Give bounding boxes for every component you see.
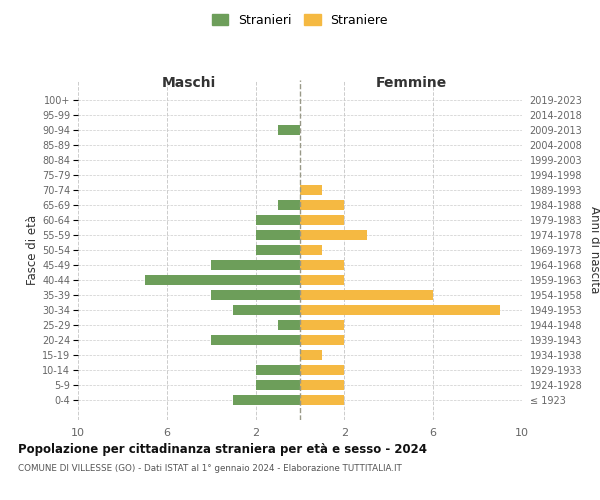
Bar xyxy=(300,350,322,360)
Bar xyxy=(256,365,300,374)
Text: Maschi: Maschi xyxy=(162,76,216,90)
Bar xyxy=(256,245,300,255)
Bar xyxy=(300,275,344,285)
Bar xyxy=(300,335,344,344)
Bar xyxy=(278,320,300,330)
Text: Femmine: Femmine xyxy=(376,76,446,90)
Bar xyxy=(233,305,300,314)
Legend: Stranieri, Straniere: Stranieri, Straniere xyxy=(207,8,393,32)
Bar xyxy=(300,186,322,195)
Bar xyxy=(278,200,300,210)
Bar xyxy=(300,215,344,225)
Bar xyxy=(300,245,322,255)
Bar xyxy=(233,395,300,404)
Bar xyxy=(300,260,344,270)
Bar xyxy=(211,290,300,300)
Bar xyxy=(300,320,344,330)
Bar xyxy=(300,305,500,314)
Y-axis label: Fasce di età: Fasce di età xyxy=(26,215,39,285)
Text: COMUNE DI VILLESSE (GO) - Dati ISTAT al 1° gennaio 2024 - Elaborazione TUTTITALI: COMUNE DI VILLESSE (GO) - Dati ISTAT al … xyxy=(18,464,402,473)
Y-axis label: Anni di nascita: Anni di nascita xyxy=(588,206,600,294)
Bar xyxy=(256,230,300,240)
Bar xyxy=(211,260,300,270)
Bar xyxy=(300,365,344,374)
Bar xyxy=(300,380,344,390)
Bar xyxy=(300,290,433,300)
Bar xyxy=(145,275,300,285)
Bar xyxy=(300,395,344,404)
Bar xyxy=(300,230,367,240)
Bar xyxy=(278,126,300,135)
Bar xyxy=(256,215,300,225)
Text: Popolazione per cittadinanza straniera per età e sesso - 2024: Popolazione per cittadinanza straniera p… xyxy=(18,442,427,456)
Bar xyxy=(256,380,300,390)
Bar xyxy=(300,200,344,210)
Bar xyxy=(211,335,300,344)
